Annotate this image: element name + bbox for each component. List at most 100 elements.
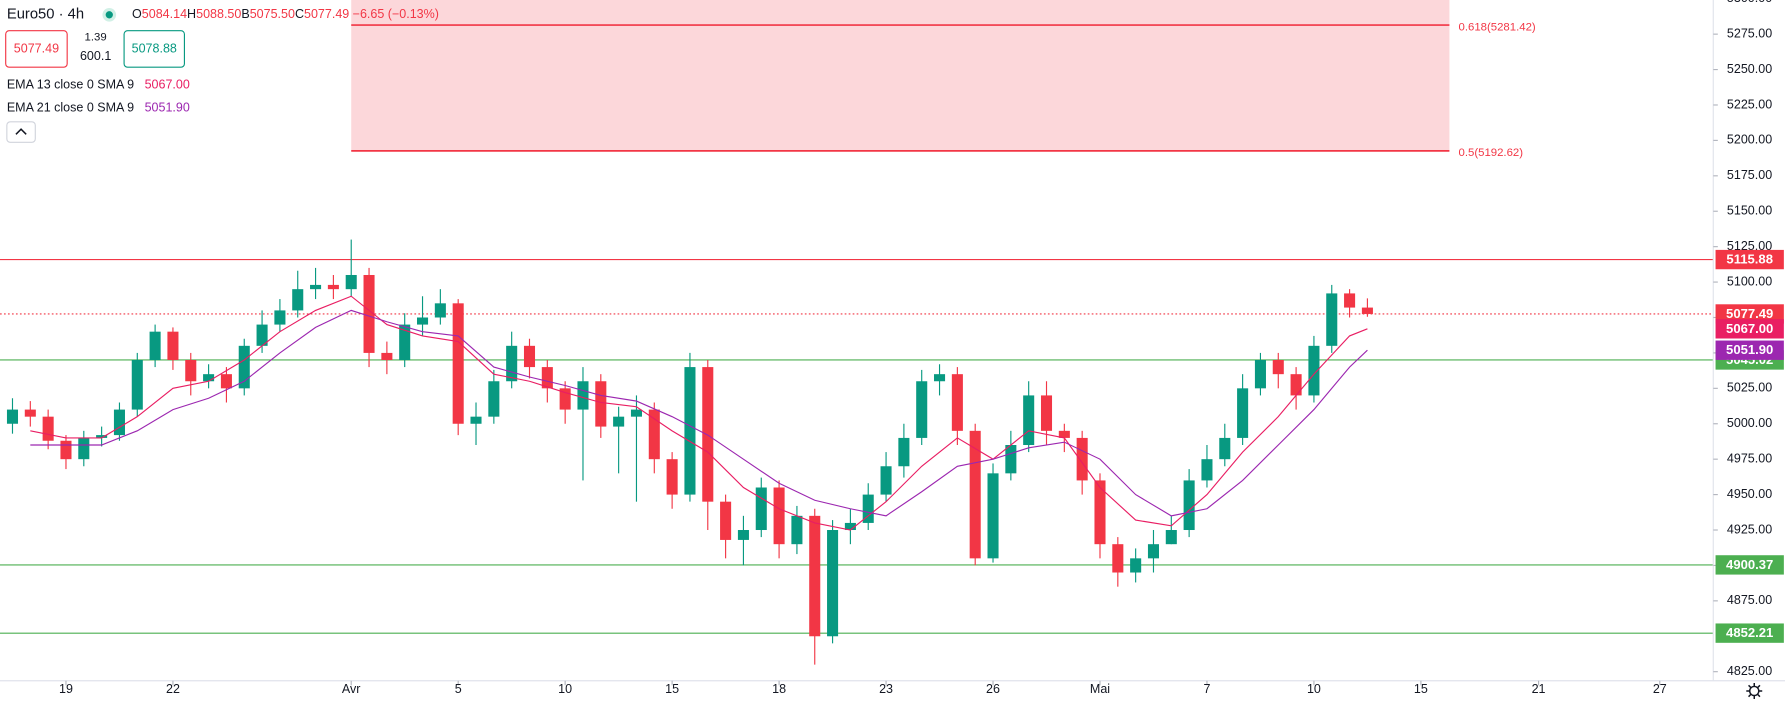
candle-body [934,374,946,382]
level-layer [0,259,1714,634]
candle-body [470,416,482,424]
gear-teeth [1746,683,1763,699]
legend-header: Euro50 · 4h O5084.14H5088.50B5075.50C507… [5,7,439,143]
legend-name: EMA 21 close 0 SMA 9 [7,100,134,114]
ohlc-value: 5075.50 [250,7,295,21]
candle-body [417,317,429,325]
x-tick-label: 15 [665,682,679,696]
candle-body [755,487,767,531]
x-tick-label: 5 [455,682,462,696]
candle-body [1326,293,1338,346]
y-tick-label: 5100.00 [1727,274,1772,288]
y-tick-label: 4925.00 [1727,522,1772,536]
candle-body [987,473,999,559]
candle-body [167,331,179,360]
candle-body [1183,480,1195,531]
candle-body [595,381,607,427]
price-badge [1715,555,1784,575]
ohlc-key: C [295,7,304,21]
candle-body [488,381,500,417]
candle-body [702,367,714,502]
candle-body [969,430,981,559]
candle-body [113,409,125,436]
candle-body [149,331,161,360]
legend-value: 5051.90 [145,100,190,114]
x-tick-label: 7 [1203,682,1210,696]
ohlc-change: −6.65 (−0.13%) [353,7,439,21]
price-badge [1715,340,1784,360]
x-tick-label: Avr [342,682,361,696]
status-dot [105,11,113,19]
candle-body [381,352,393,360]
candle-body [1254,359,1266,389]
candle-body [648,409,660,460]
ohlc-key: H [187,7,196,21]
y-tick-label: 5000.00 [1727,416,1772,430]
y-tick-label: 5250.00 [1727,62,1772,76]
ohlc-value: 5077.49 [304,7,349,21]
candle-body [1040,395,1053,431]
candle-body [1130,558,1142,573]
fib-label: 0.5(5192.62) [1459,147,1524,159]
candle-body [1344,293,1356,308]
candle-body [1005,445,1017,474]
candle-body [6,409,19,424]
y-tick-label: 5125.00 [1727,239,1772,253]
candle-body [559,388,571,410]
indicator-layer [30,295,1368,531]
ohlc-value: 5084.14 [142,7,187,21]
candle-body [42,416,54,441]
indicator-legend: EMA 13 close 0 SMA 9 5067.00 EMA 21 close … [7,78,190,115]
price-badge [1715,623,1784,643]
candle-body [1058,430,1070,438]
candle-body [452,303,464,424]
buy-price[interactable]: 5078.88 [132,41,177,55]
candle-body [1201,459,1213,481]
y-tick-label: 4950.00 [1727,487,1772,501]
buy-button[interactable] [123,30,185,68]
candle-body [1237,388,1249,438]
collapse-button[interactable] [6,121,36,143]
sell-price[interactable]: 5077.49 [14,41,59,55]
fib-layer: 0.618(5281.42) 0.5(5192.62) [351,0,1536,159]
price-badge-label: 5077.49 [1726,306,1773,321]
candle-body [523,345,536,368]
x-tick-label: Mai [1090,682,1110,696]
x-tick-label: 18 [772,682,786,696]
price-badge-label: 5051.90 [1726,342,1773,357]
candle-body [345,274,357,290]
x-tick-label: 26 [986,682,1000,696]
ohlc-line: O5084.14H5088.50B5075.50C5077.49 −6.65 (−… [132,7,439,21]
candle-body [1308,345,1320,396]
candle-body [327,284,339,290]
sell-button[interactable] [5,30,68,68]
price-badge-label: 4900.37 [1726,557,1773,572]
candle-body [1272,359,1284,375]
ohlc-key: B [241,7,249,21]
candle-body [256,324,268,346]
collapse-chevron [15,128,27,135]
candle-body [773,487,785,545]
candle-body [434,303,446,318]
price-badge [1715,304,1784,324]
price-badge [1715,249,1784,270]
candle-body [185,359,197,382]
candle-body [310,284,322,290]
x-tick-label: 19 [59,682,73,696]
candle-body [880,466,892,495]
y-tick-label: 5150.00 [1727,204,1772,218]
candle-body [363,274,375,353]
candle-body [238,345,250,389]
x-tick-label: 21 [1532,682,1546,696]
settings-icon[interactable] [1746,683,1763,699]
y-tick-label: 5200.00 [1727,133,1772,147]
candle-body [203,374,215,382]
candle-body [506,345,518,382]
ohlc-value: 5088.50 [196,7,241,21]
candle-body [1023,395,1035,446]
candle-body [1076,437,1088,481]
x-tick-label: 10 [558,682,572,696]
y-tick-label: 5275.00 [1727,26,1772,40]
price-badge-label: 5067.00 [1726,321,1773,336]
